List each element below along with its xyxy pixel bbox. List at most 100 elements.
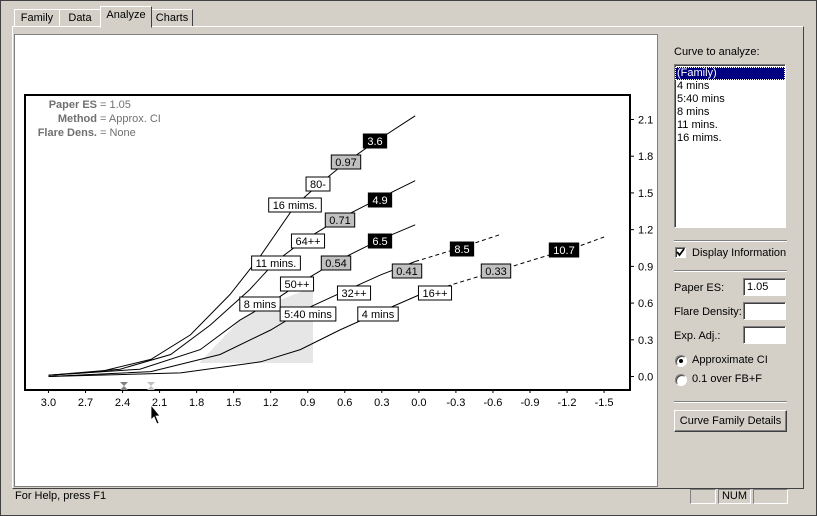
info-value: = 1.05	[100, 99, 131, 111]
text-input[interactable]: 1.05	[743, 278, 786, 296]
list-item[interactable]: 8 mins	[677, 106, 710, 118]
info-label: Flare Dens.	[38, 127, 97, 139]
curve	[48, 180, 416, 376]
x-tick-label: -0.9	[521, 397, 540, 409]
x-tick-label: 0.3	[374, 397, 389, 409]
info-line: Flare Dens.	[38, 127, 97, 139]
x-tick-label: 0.9	[300, 397, 315, 409]
list-item[interactable]: 4 mins	[677, 80, 710, 92]
y-tick-label: 0.3	[638, 335, 653, 347]
x-marker	[120, 382, 128, 390]
info-line: Method	[58, 113, 97, 125]
text-input[interactable]	[743, 302, 786, 320]
input-value: 1.05	[747, 281, 769, 293]
details-button[interactable]: Curve Family Details	[674, 410, 787, 432]
x-tick-label: 1.5	[226, 397, 241, 409]
label-box	[391, 263, 423, 279]
status-pane	[753, 489, 788, 504]
y-tick-label: 1.5	[638, 188, 653, 200]
label-text: 0.54	[325, 258, 346, 270]
list-label: Curve to analyze:	[674, 46, 760, 58]
label-text: 0.41	[396, 266, 417, 278]
plot: 3.0 2.7 2.4 2.1 1.8 1.5 1.2 0.9 0.6 0.3 0.0 -0.3 -0.…	[41, 114, 653, 409]
label-box	[449, 241, 475, 257]
x-tick-label: -1.5	[595, 397, 614, 409]
x-tick-label: 3.0	[41, 397, 56, 409]
label-box	[268, 197, 322, 213]
separator	[674, 401, 787, 403]
x-tick-label: 2.1	[152, 397, 167, 409]
curve-label: 8 mins	[239, 296, 281, 312]
curve-label: 0.33	[480, 263, 512, 279]
curve-extension	[415, 234, 501, 262]
status-text: For Help, press F1	[15, 490, 107, 502]
label-text: 0.33	[485, 266, 506, 278]
x-tick-label: -0.3	[446, 397, 465, 409]
tab-panel	[12, 26, 804, 489]
radio-button[interactable]	[675, 374, 687, 386]
curve-label: 8.5	[449, 241, 475, 257]
label-box	[279, 276, 315, 292]
radio-label[interactable]: 0.1 over FB+F	[692, 373, 763, 385]
label-box	[336, 285, 372, 301]
text-input[interactable]	[743, 326, 786, 344]
list-item[interactable]: 11 mins.	[677, 119, 718, 131]
field-label: Paper ES:	[674, 282, 725, 294]
list-item[interactable]: 5:40 mins	[677, 93, 725, 105]
label-box	[548, 242, 580, 258]
x-tick-label: -0.6	[483, 397, 502, 409]
checkbox[interactable]	[675, 247, 686, 258]
x-tick-label: 1.8	[189, 397, 204, 409]
curve-label: 11 mins.	[251, 255, 301, 271]
status-indicator: NUM	[718, 489, 751, 504]
label-text: 0.97	[335, 157, 356, 169]
tab[interactable]: Analyze	[100, 6, 152, 28]
label-box	[480, 263, 512, 279]
curve-list[interactable]: (Family) 4 mins 5:40 mins 8 mins 11 mins. 16 …	[674, 64, 786, 228]
curve-label: 0.71	[324, 212, 356, 228]
curve-label: 6.5	[367, 233, 393, 249]
y-tick-label: 0.0	[638, 372, 653, 384]
x-tick-label: 1.2	[263, 397, 278, 409]
curve-extension	[419, 236, 605, 295]
label-box	[324, 212, 356, 228]
y-tick-label: 0.6	[638, 298, 653, 310]
radio-dot	[679, 359, 683, 363]
label-box	[367, 233, 393, 249]
label-box	[362, 133, 388, 149]
label-text: 50++	[284, 279, 309, 291]
x-marker	[147, 382, 155, 390]
y-tick-label: 2.1	[638, 114, 653, 126]
list-item[interactable]: 16 mims.	[677, 132, 722, 144]
plot-frame	[24, 94, 631, 391]
label-text: 64++	[295, 236, 320, 248]
label-box	[305, 176, 331, 192]
ci-band	[200, 287, 313, 363]
checkbox-label[interactable]: Display Information	[692, 247, 787, 259]
curve-label: 4 mins	[357, 306, 399, 322]
label-text: 4 mins	[362, 309, 395, 321]
label-text: 80-	[310, 179, 326, 191]
info-value: = None	[100, 127, 136, 139]
label-box	[320, 255, 352, 271]
list-item[interactable]: (Family)	[675, 67, 785, 80]
curve-label: 0.97	[330, 154, 362, 170]
curve-label: 0.41	[391, 263, 423, 279]
y-tick-label: 1.8	[638, 151, 653, 163]
x-tick-label: 0.0	[411, 397, 426, 409]
tab[interactable]: Family	[14, 9, 60, 27]
label-box	[251, 255, 301, 271]
label-text: 32++	[341, 288, 366, 300]
radio-button[interactable]	[675, 355, 687, 367]
label-text: 11 mins.	[256, 258, 297, 270]
radio-label[interactable]: Approximate CI	[692, 354, 768, 366]
curve-label: 10.7	[548, 242, 580, 258]
label-text: 16 mims.	[273, 200, 318, 212]
info-label: Method	[58, 113, 97, 125]
label-box	[239, 296, 281, 312]
label-box	[417, 285, 453, 301]
status-pane	[690, 489, 716, 504]
